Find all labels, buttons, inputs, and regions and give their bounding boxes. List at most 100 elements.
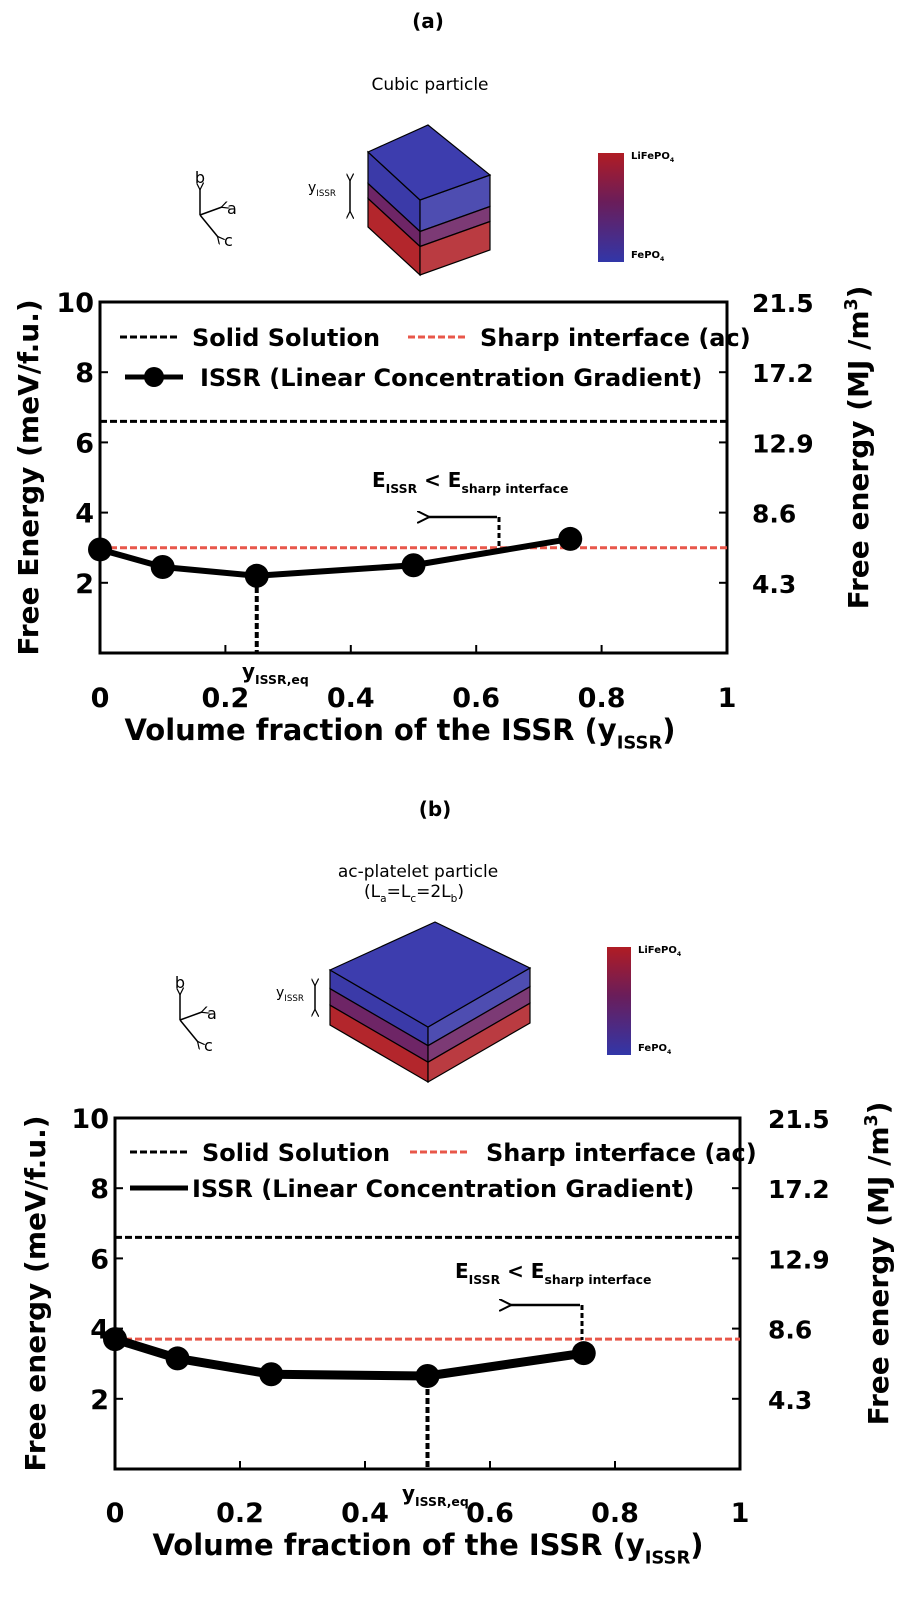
- y2-tick-label: 21.5: [768, 1105, 830, 1134]
- data-point: [401, 553, 426, 578]
- x-tick-label: 0.6: [466, 1498, 514, 1529]
- thickness-label-part: ISSR: [284, 994, 304, 1004]
- schematic-title: Cubic particle: [371, 75, 488, 95]
- panel-label: (b): [419, 797, 452, 821]
- annotation-part: ISSR: [469, 1272, 501, 1287]
- x-axis-label-part: ): [662, 713, 675, 747]
- legend-label: Solid Solution: [192, 324, 380, 352]
- particle-top: [366, 124, 492, 201]
- schematic-subtitle-part: b: [451, 893, 458, 905]
- y2-axis-label-part: ): [842, 286, 875, 299]
- y-tick-label: 2: [75, 569, 94, 600]
- legend-label: Sharp interface (ac): [480, 324, 751, 352]
- annotation-part: sharp interface: [461, 481, 568, 496]
- colorbar-label-part: LiFePO: [631, 151, 670, 162]
- y2-axis-label: Free energy (MJ /m3): [842, 286, 875, 610]
- legend-label: Solid Solution: [202, 1139, 390, 1167]
- y2-axis-label-part: 3: [842, 298, 862, 310]
- data-point: [415, 1363, 440, 1388]
- colorbar: [598, 153, 624, 262]
- particle-layer: [427, 1002, 531, 1084]
- axis-arrow: [199, 214, 218, 237]
- data-point: [571, 1341, 596, 1366]
- schematic-subtitle: (La=Lc=2Lb): [364, 882, 464, 905]
- crystal-axis-label: b: [175, 973, 185, 992]
- y2-axis-label-part: ): [862, 1102, 895, 1115]
- y2-tick-label: 8.6: [768, 1316, 812, 1345]
- data-point: [103, 1327, 127, 1352]
- x-tick-label: 0.4: [327, 683, 375, 714]
- colorbar: [607, 947, 631, 1055]
- annotation: EISSR < Esharp interface: [455, 1259, 651, 1287]
- x-tick-label: 1: [718, 683, 737, 714]
- colorbar-label-part: 4: [667, 1049, 672, 1056]
- data-point: [150, 555, 175, 580]
- annotation-part: E: [455, 1259, 469, 1283]
- x-axis-label-part: Volume fraction of the ISSR (y: [124, 713, 616, 747]
- annotation-part: ISSR: [386, 481, 418, 496]
- data-point: [244, 563, 269, 588]
- colorbar-label: LiFePO4: [631, 151, 675, 164]
- particle-top: [328, 921, 532, 1028]
- colorbar-label-part: FePO: [638, 1043, 667, 1054]
- axis-arrow: [179, 1012, 202, 1021]
- equilibrium-label: yISSR,eq: [242, 659, 309, 687]
- x-tick-label: 0: [106, 1498, 125, 1529]
- schematic-subtitle-part: ): [457, 882, 464, 902]
- colorbar-label-part: FePO: [631, 250, 660, 261]
- y2-tick-label: 12.9: [768, 1245, 830, 1274]
- annotation: EISSR < Esharp interface: [372, 468, 568, 496]
- crystal-axis-label: a: [227, 199, 237, 218]
- axis-arrow: [179, 1019, 198, 1042]
- equilibrium-label-part: y: [242, 659, 255, 683]
- thickness-label-part: y: [308, 180, 316, 196]
- data-point: [88, 537, 112, 562]
- legend-label: ISSR (Linear Concentration Gradient): [200, 364, 702, 392]
- crystal-axis-label: b: [195, 168, 205, 187]
- y2-axis-label: Free energy (MJ /m3): [862, 1102, 895, 1426]
- x-tick-label: 0.8: [591, 1498, 639, 1529]
- equilibrium-label-part: y: [402, 1481, 415, 1505]
- y2-tick-label: 12.9: [752, 429, 814, 458]
- y-tick-label: 8: [75, 358, 94, 389]
- annotation-part: < E: [500, 1259, 544, 1283]
- schematic-subtitle-part: a: [380, 893, 386, 905]
- colorbar-label: LiFePO4: [638, 945, 682, 958]
- y2-axis-label-part: Free energy (MJ /m: [862, 1127, 895, 1426]
- y2-axis-label-part: Free energy (MJ /m: [842, 311, 875, 610]
- schematic-subtitle-part: =2L: [416, 882, 451, 902]
- plot-frame: [98, 300, 729, 655]
- x-tick-label: 0.4: [341, 1498, 389, 1529]
- colorbar-label: FePO4: [638, 1043, 672, 1056]
- annotation-part: < E: [417, 468, 461, 492]
- data-point: [558, 526, 583, 551]
- y2-axis-label-part: 3: [862, 1114, 882, 1126]
- axis-arrow: [199, 207, 222, 216]
- crystal-axis-label: c: [204, 1036, 213, 1055]
- colorbar-label-part: 4: [670, 157, 675, 164]
- x-tick-label: 0.6: [452, 683, 500, 714]
- legend-marker: [144, 367, 164, 387]
- x-axis-label-part: ): [690, 1528, 703, 1562]
- y-tick-label: 2: [90, 1385, 109, 1416]
- schematic-subtitle-part: =L: [387, 882, 411, 902]
- legend-label: ISSR (Linear Concentration Gradient): [192, 1175, 694, 1203]
- annotation-part: E: [372, 468, 386, 492]
- colorbar-label-part: 4: [677, 951, 682, 958]
- y-tick-label: 10: [56, 288, 94, 319]
- y2-tick-label: 4.3: [768, 1386, 812, 1415]
- annotation-part: sharp interface: [544, 1272, 651, 1287]
- y2-tick-label: 4.3: [752, 570, 796, 599]
- thickness-label: yISSR: [276, 985, 304, 1004]
- thickness-label: yISSR: [308, 180, 336, 199]
- x-tick-label: 0.2: [201, 683, 249, 714]
- y2-tick-label: 8.6: [752, 500, 796, 529]
- y2-tick-label: 21.5: [752, 289, 814, 318]
- y-axis-label: Free energy (meV/f.u.): [19, 1115, 52, 1471]
- crystal-axis-label: c: [224, 231, 233, 250]
- y-tick-label: 8: [90, 1174, 109, 1205]
- legend-label: Sharp interface (ac): [486, 1139, 757, 1167]
- data-point: [259, 1362, 284, 1387]
- x-tick-label: 0.2: [216, 1498, 264, 1529]
